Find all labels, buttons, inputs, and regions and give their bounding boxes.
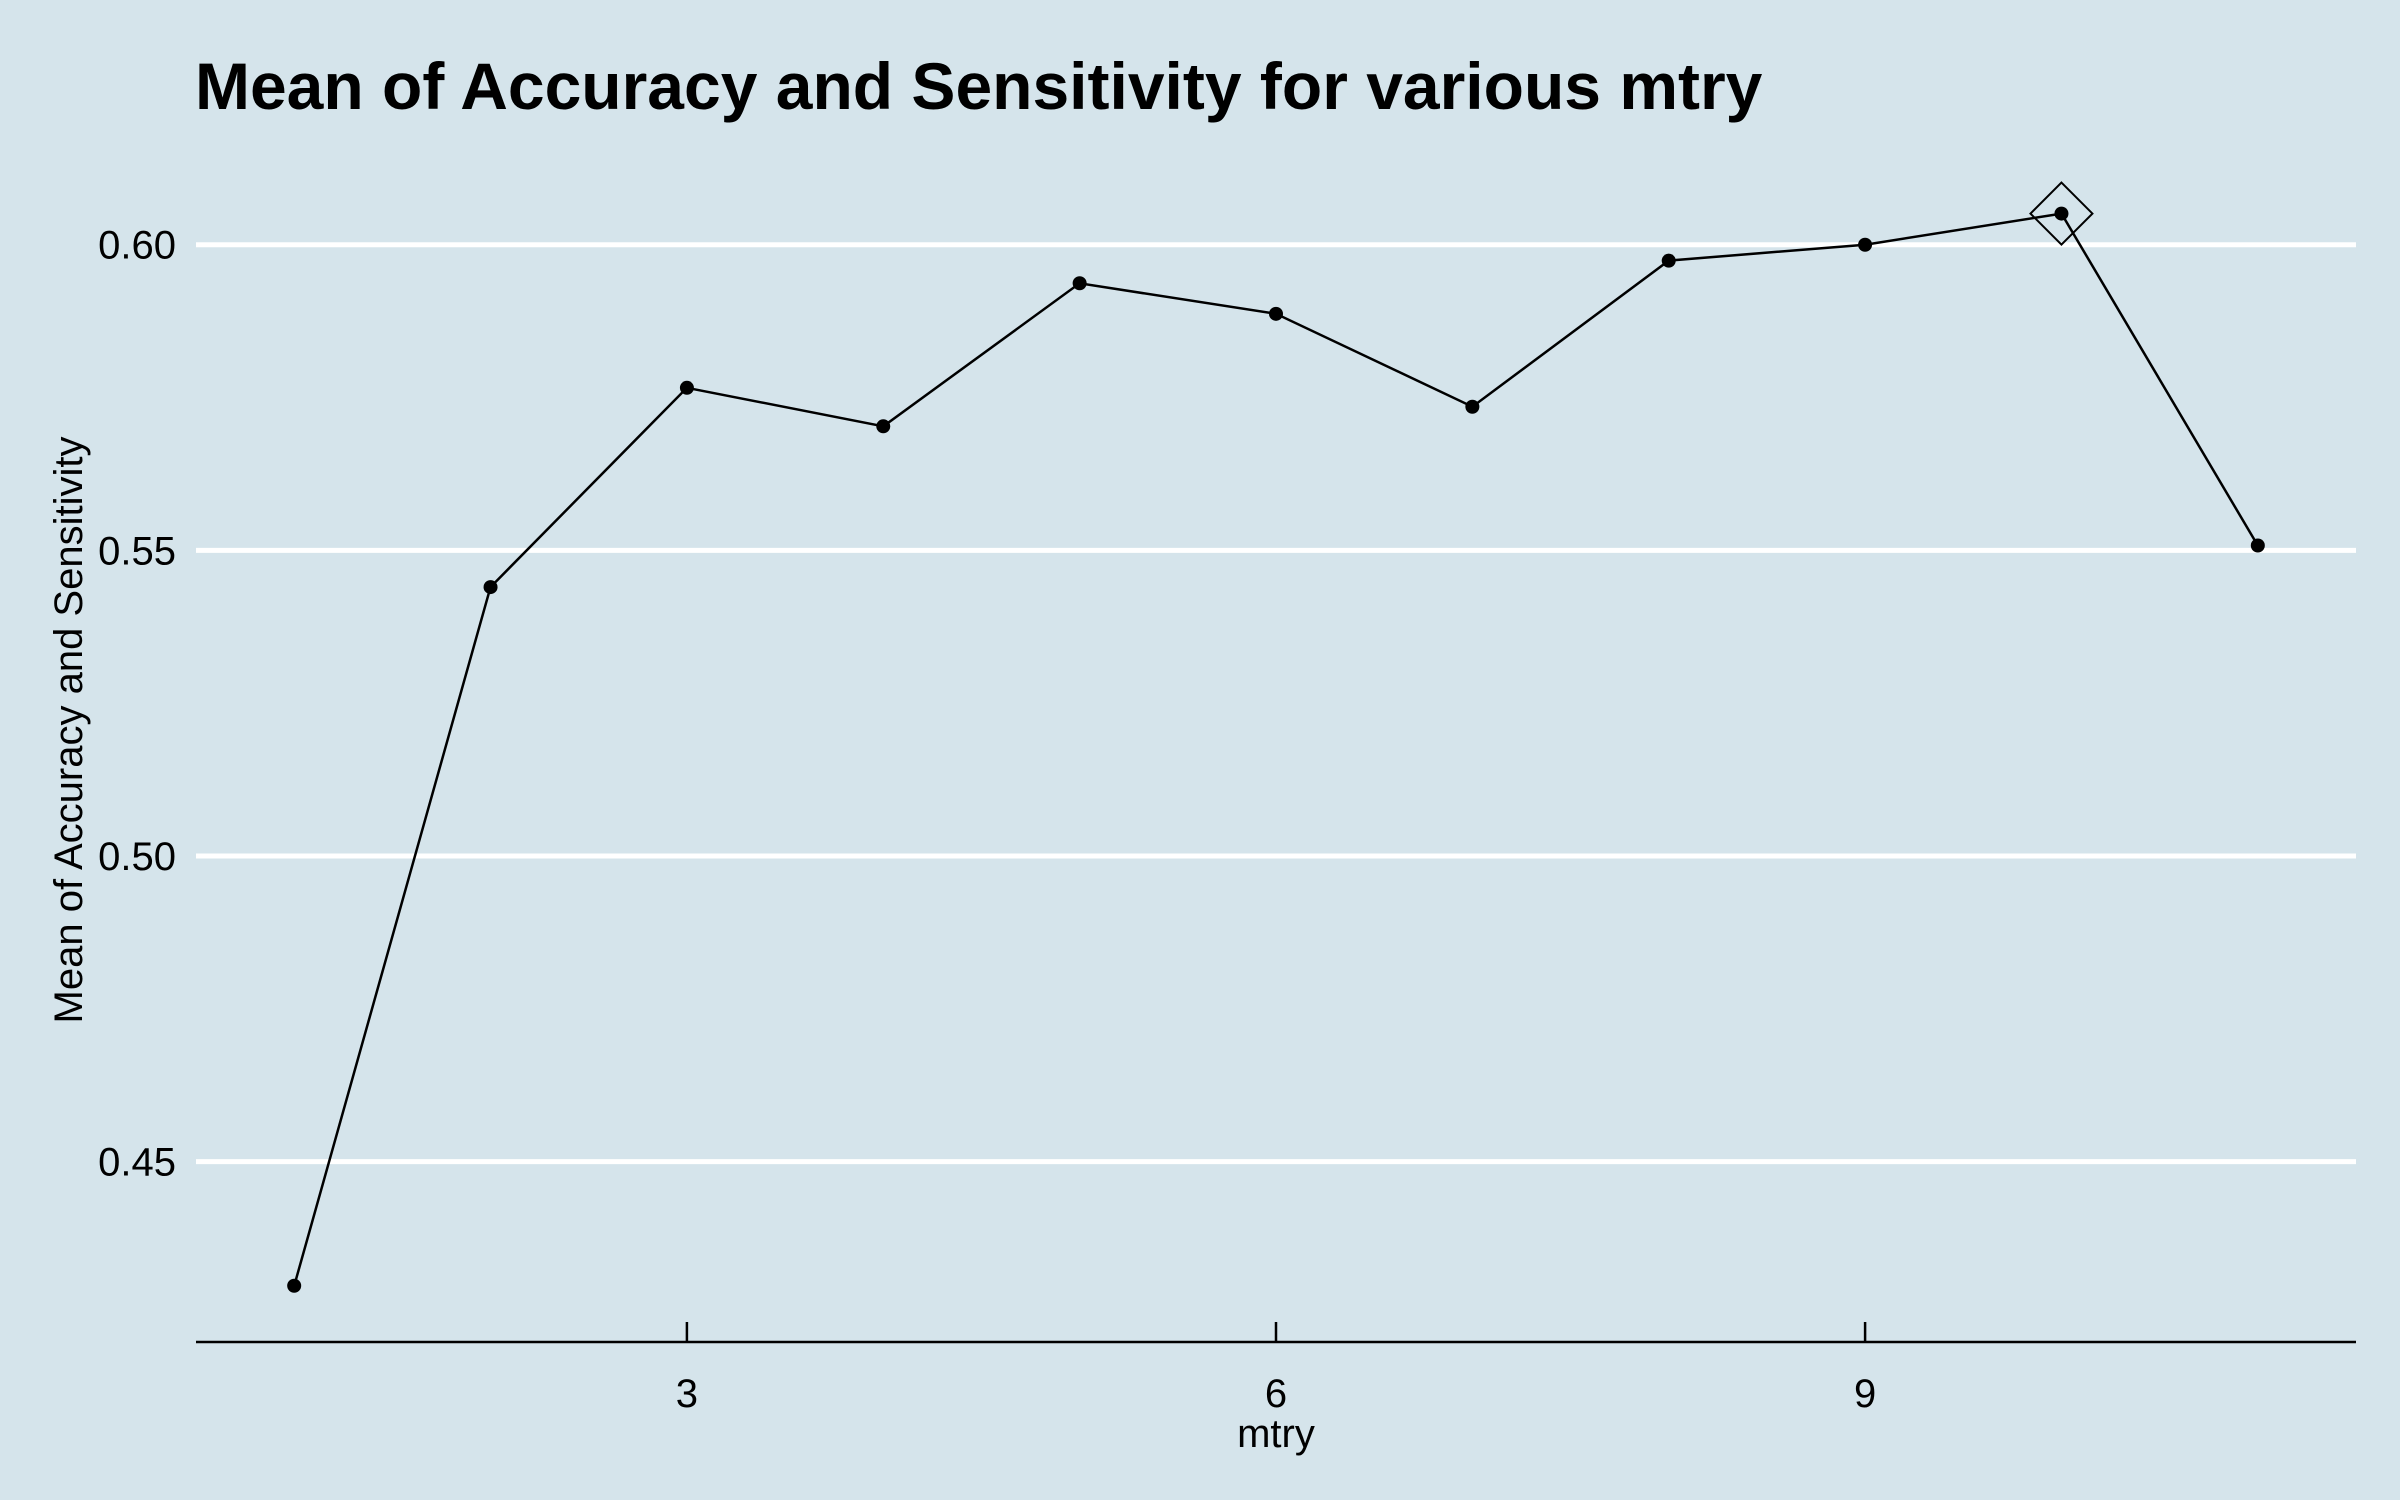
x-tick-label: 6 bbox=[1265, 1372, 1287, 1416]
series-line-group bbox=[287, 181, 2265, 1293]
y-tick-label: 0.55 bbox=[98, 529, 176, 573]
x-axis: 3 6 9 bbox=[196, 1322, 2356, 1416]
data-point bbox=[1465, 399, 1480, 414]
chart-title: Mean of Accuracy and Sensitivity for var… bbox=[195, 49, 1763, 123]
y-tick-label: 0.50 bbox=[98, 835, 176, 879]
y-axis-ticks: 0.45 0.50 0.55 0.60 bbox=[98, 224, 176, 1185]
data-point bbox=[876, 419, 891, 434]
y-tick-label: 0.45 bbox=[98, 1141, 176, 1185]
y-axis-title: Mean of Accuracy and Sensitivity bbox=[47, 437, 91, 1024]
data-point bbox=[287, 1278, 302, 1293]
x-tick-label: 9 bbox=[1854, 1372, 1876, 1416]
x-tick-label: 3 bbox=[676, 1372, 698, 1416]
y-tick-label: 0.60 bbox=[98, 224, 176, 268]
data-point bbox=[1661, 253, 1676, 268]
data-point bbox=[483, 580, 498, 595]
data-point bbox=[2054, 206, 2069, 221]
data-point bbox=[1072, 276, 1087, 291]
gridlines bbox=[196, 242, 2356, 1165]
data-point bbox=[1858, 237, 1873, 252]
x-axis-title: mtry bbox=[1237, 1412, 1315, 1456]
data-point bbox=[2250, 538, 2265, 553]
best-point-diamond-marker bbox=[2029, 181, 2094, 246]
data-point bbox=[1269, 306, 1283, 321]
data-point bbox=[679, 380, 694, 395]
